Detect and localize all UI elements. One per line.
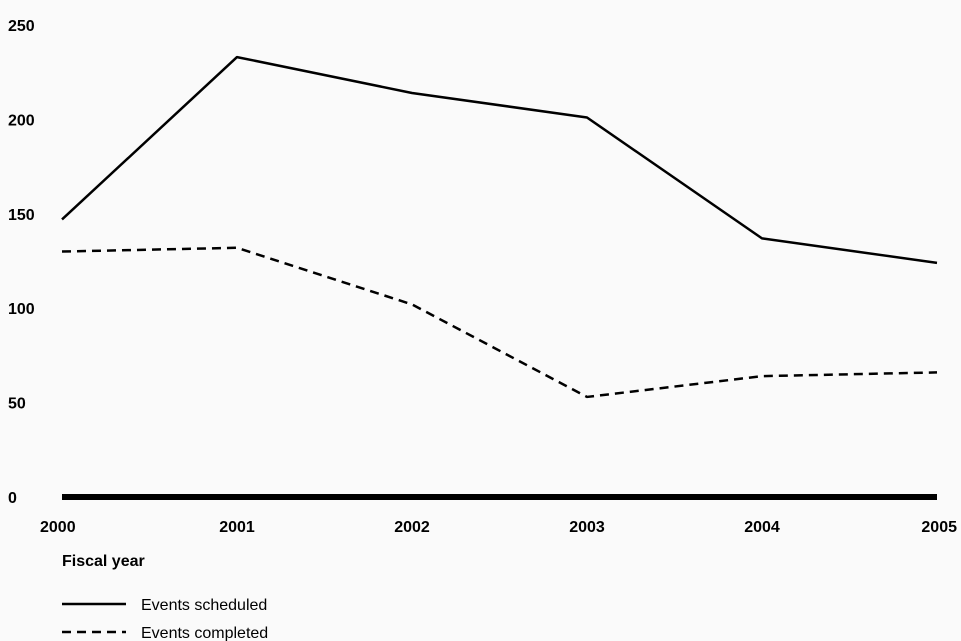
y-tick-label: 100 [8, 301, 35, 318]
x-tick-label: 2002 [394, 519, 430, 536]
y-tick-label: 50 [8, 396, 26, 413]
legend-label: Events completed [141, 625, 268, 641]
series-line-events-completed [61, 246, 938, 399]
x-axis-title: Fiscal year [62, 553, 145, 570]
x-tick-label: 2005 [921, 519, 957, 536]
x-tick-label: 2004 [744, 519, 780, 536]
y-tick-label: 150 [8, 207, 35, 224]
legend: Events scheduled Events completed [62, 597, 268, 641]
x-tick-label: 2001 [219, 519, 255, 536]
y-tick-label: 200 [8, 112, 35, 129]
series-line-events-scheduled [61, 55, 938, 265]
y-axis-ticks: 0 50 100 150 200 250 [8, 18, 35, 507]
x-tick-label: 2003 [569, 519, 605, 536]
y-tick-label: 250 [8, 18, 35, 35]
x-tick-label: 2000 [40, 519, 76, 536]
legend-label: Events scheduled [141, 597, 267, 614]
x-axis-ticks: 2000 2001 2002 2003 2004 2005 [40, 519, 957, 536]
series-lines [61, 55, 938, 399]
y-tick-label: 0 [8, 490, 17, 507]
